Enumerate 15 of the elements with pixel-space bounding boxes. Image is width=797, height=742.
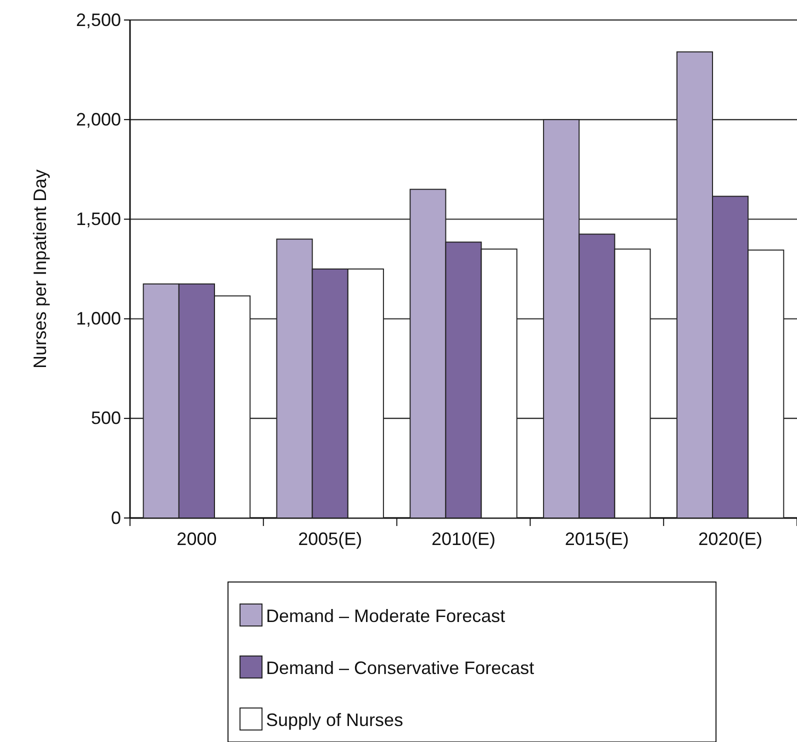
x-tick-label: 2005(E) xyxy=(298,528,362,549)
y-axis-title: Nurses per Inpatient Day xyxy=(30,169,50,369)
y-tick-label: 2,500 xyxy=(76,10,121,30)
y-tick-label: 1,500 xyxy=(76,208,121,229)
y-tick-label: 500 xyxy=(90,408,121,428)
legend-label: Demand – Conservative Forecast xyxy=(266,658,534,678)
x-tick-label: 2000 xyxy=(176,528,217,549)
x-tick-label: 2020(E) xyxy=(698,528,762,549)
x-tick-label: 2010(E) xyxy=(431,528,496,549)
y-tick-label: 0 xyxy=(110,508,121,528)
y-tick-label: 2,000 xyxy=(76,109,121,130)
legend-label: Demand – Moderate Forecast xyxy=(266,606,506,626)
legend-label: Supply of Nurses xyxy=(266,710,404,730)
x-tick-label: 2015(E) xyxy=(564,528,629,549)
y-tick-label: 1,000 xyxy=(76,308,121,329)
